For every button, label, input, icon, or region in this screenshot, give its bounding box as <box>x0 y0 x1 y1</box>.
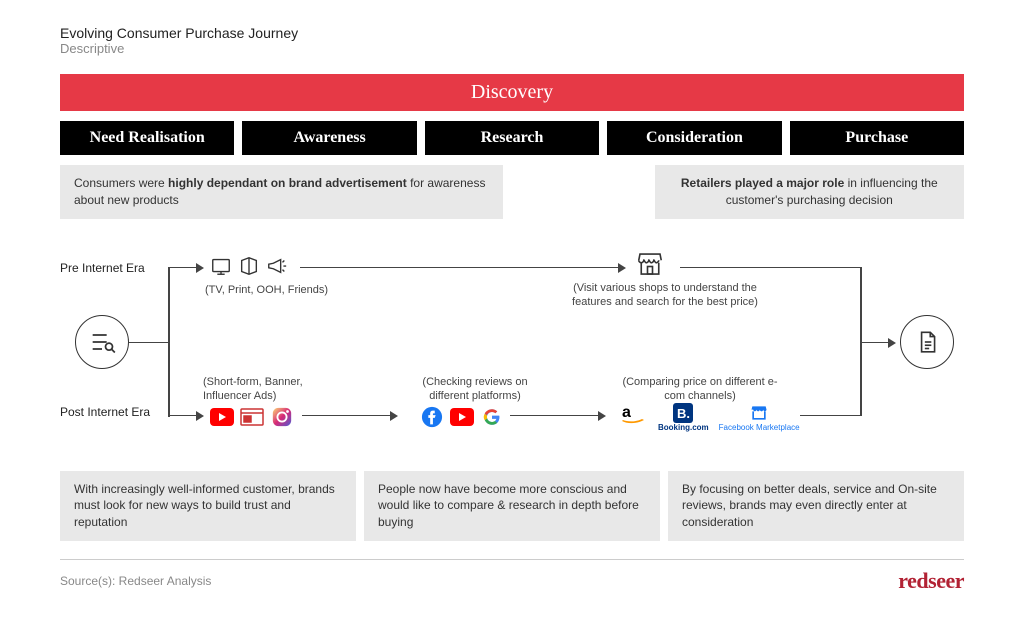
post-consider-icons: a B. Booking.com Facebook Marketplace <box>620 403 800 432</box>
amazon-icon: a <box>620 403 648 427</box>
arrow-icon <box>390 411 398 421</box>
end-document-icon <box>900 315 954 369</box>
connector <box>300 267 620 269</box>
page-title: Evolving Consumer Purchase Journey <box>60 25 964 41</box>
pre-awareness-icons <box>210 255 288 277</box>
source-label: Source(s): Redseer Analysis <box>60 574 211 588</box>
journey-diagram: Pre Internet Era Post Internet Era (TV, … <box>60 225 964 465</box>
stage-awareness: Awareness <box>242 121 416 155</box>
pre-shop-caption: (Visit various shops to understand the f… <box>570 281 760 310</box>
bottom-gray-row: With increasingly well-informed customer… <box>60 471 964 541</box>
shop-icon-group <box>635 249 665 279</box>
connector <box>680 267 860 269</box>
gray-text: Consumers were <box>74 176 168 190</box>
connector <box>129 342 169 344</box>
connector <box>168 267 170 417</box>
bottom-gray-3: By focusing on better deals, service and… <box>668 471 964 541</box>
youtube-icon <box>450 405 474 429</box>
gray-bold: Retailers played a major role <box>681 176 844 190</box>
connector <box>168 267 198 269</box>
booking-brand: B. Booking.com <box>658 403 709 432</box>
svg-text:a: a <box>622 404 631 421</box>
arrow-icon <box>196 263 204 273</box>
connector <box>800 415 860 417</box>
megaphone-icon <box>266 255 288 277</box>
stage-purchase: Purchase <box>790 121 964 155</box>
top-gray-left: Consumers were highly dependant on brand… <box>60 165 503 219</box>
connector <box>860 267 862 343</box>
print-icon <box>238 255 260 277</box>
bottom-gray-2: People now have become more conscious an… <box>364 471 660 541</box>
connector <box>168 415 198 417</box>
arrow-icon <box>196 411 204 421</box>
top-gray-right: Retailers played a major role in influen… <box>655 165 964 219</box>
post-research-icons <box>420 405 504 429</box>
instagram-icon <box>270 405 294 429</box>
fb-marketplace-brand: Facebook Marketplace <box>719 403 800 432</box>
top-gray-row: Consumers were highly dependant on brand… <box>60 165 964 219</box>
post-research-caption: (Checking reviews on different platforms… <box>405 375 545 404</box>
post-era-label: Post Internet Era <box>60 405 150 419</box>
post-awareness-caption: (Short-form, Banner, Influencer Ads) <box>203 375 333 404</box>
stage-consideration: Consideration <box>607 121 781 155</box>
youtube-icon <box>210 405 234 429</box>
fb-market-label: Facebook Marketplace <box>719 423 800 432</box>
facebook-icon <box>420 405 444 429</box>
redseer-logo: redseer <box>898 568 964 594</box>
connector <box>860 342 890 344</box>
stages-row: Need Realisation Awareness Research Cons… <box>60 121 964 155</box>
connector <box>860 342 862 416</box>
stage-research: Research <box>425 121 599 155</box>
pre-era-label: Pre Internet Era <box>60 261 145 275</box>
connector <box>302 415 392 417</box>
page-subtitle: Descriptive <box>60 41 964 56</box>
tv-icon <box>210 255 232 277</box>
arrow-icon <box>598 411 606 421</box>
svg-text:B.: B. <box>677 406 690 421</box>
web-ad-icon <box>240 405 264 429</box>
connector <box>510 415 600 417</box>
gray-bold: highly dependant on brand advertisement <box>168 176 407 190</box>
start-search-icon <box>75 315 129 369</box>
stage-need-realisation: Need Realisation <box>60 121 234 155</box>
post-awareness-icons <box>210 405 294 429</box>
discovery-banner: Discovery <box>60 74 964 111</box>
bottom-gray-1: With increasingly well-informed customer… <box>60 471 356 541</box>
shop-icon <box>635 249 665 279</box>
post-consider-caption: (Comparing price on different e-com chan… <box>615 375 785 404</box>
footer: Source(s): Redseer Analysis redseer <box>60 559 964 594</box>
pre-awareness-caption: (TV, Print, OOH, Friends) <box>205 283 335 297</box>
arrow-icon <box>888 338 896 348</box>
arrow-icon <box>618 263 626 273</box>
booking-label: Booking.com <box>658 423 709 432</box>
google-icon <box>480 405 504 429</box>
